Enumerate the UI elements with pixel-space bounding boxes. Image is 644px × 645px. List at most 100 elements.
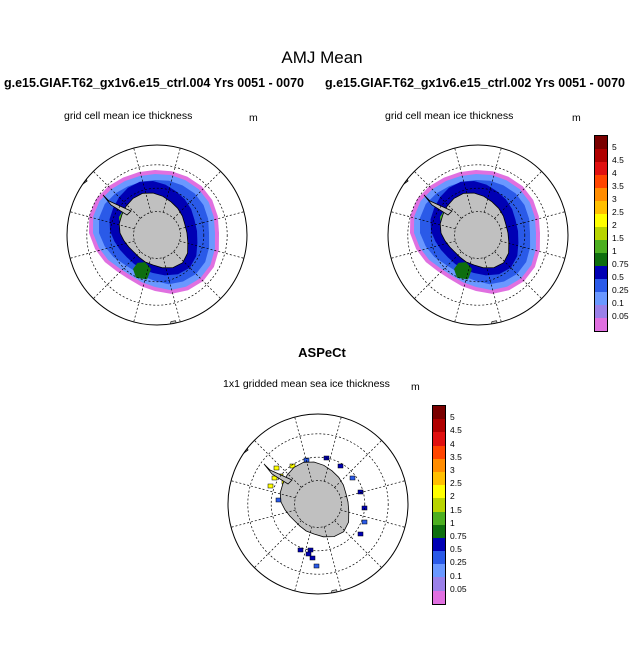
colorbar-swatch xyxy=(433,406,445,420)
latitude-circle xyxy=(270,456,366,552)
obs-ice-cell xyxy=(313,563,320,569)
panel-1-units: m xyxy=(249,112,258,124)
obs-ice-cell xyxy=(357,531,364,537)
colorbar-swatch xyxy=(595,253,607,266)
colorbar-tick-label: 3.5 xyxy=(612,181,624,191)
meridian-line xyxy=(179,211,245,230)
peninsula-land xyxy=(102,194,132,216)
meridian-line xyxy=(414,171,462,219)
meridian-line xyxy=(294,416,313,482)
meridian-line xyxy=(173,251,221,299)
colorbar-swatch xyxy=(433,498,445,512)
meridian-line xyxy=(340,480,406,499)
colorbar-tick-label: 1 xyxy=(450,517,455,528)
map-border xyxy=(227,413,409,595)
obs-ice-cell xyxy=(361,519,368,525)
south-america-land xyxy=(228,437,249,457)
colorbar-swatch xyxy=(595,175,607,188)
latitude-circle xyxy=(407,164,549,306)
colorbar-tick-label: 4 xyxy=(612,168,617,178)
obs-panel-units: m xyxy=(411,381,420,393)
right-run-title: g.e15.GIAF.T62_gx1v6.e15_ctrl.002 Yrs 00… xyxy=(325,76,625,90)
obs-ice-cell xyxy=(349,475,356,481)
colorbar-swatch xyxy=(595,240,607,253)
peninsula-land xyxy=(423,194,453,216)
meridian-line xyxy=(69,211,135,230)
meridian-line xyxy=(230,509,296,528)
meridian-line xyxy=(93,171,141,219)
colorbar-swatch xyxy=(595,162,607,175)
colorbar-swatch xyxy=(595,149,607,162)
peninsula-land xyxy=(263,463,293,485)
meridian-line xyxy=(323,526,342,592)
meridian-line xyxy=(454,147,473,213)
colorbar-swatch xyxy=(433,551,445,565)
colorbar-tick-label: 2.5 xyxy=(612,207,624,217)
meridian-line xyxy=(390,211,456,230)
antarctica-land xyxy=(439,192,510,269)
map-content xyxy=(388,147,566,325)
meridian-line xyxy=(162,147,181,213)
latitude-circle xyxy=(247,433,389,575)
colorbar-tick-label: 0.25 xyxy=(612,285,629,295)
latitude-circle xyxy=(86,164,228,306)
colorbar-tick-label: 3 xyxy=(612,194,617,204)
latitude-circle xyxy=(454,211,502,259)
ross-green xyxy=(133,262,151,280)
colorbar-tick-label: 1.5 xyxy=(612,233,624,243)
meridian-line xyxy=(494,171,542,219)
colorbar-swatch xyxy=(595,201,607,214)
colorbar-tick-label: 0.5 xyxy=(450,544,462,555)
obs-panel-label: 1x1 gridded mean sea ice thickness xyxy=(223,378,390,390)
obs-panel-title: ASPeCt xyxy=(298,345,346,360)
meridian-line xyxy=(133,257,152,323)
model-map-1 xyxy=(66,144,248,326)
meridian-line xyxy=(69,240,135,259)
obs-ice-cell xyxy=(289,463,296,469)
meridian-line xyxy=(340,509,406,528)
colorbar-swatch xyxy=(433,590,445,604)
obs-ice-cell xyxy=(275,497,282,503)
map-border xyxy=(387,144,569,326)
colorbar-tick-label: 0.75 xyxy=(450,531,467,541)
colorbar-bottom xyxy=(432,405,446,605)
colorbar-swatch xyxy=(595,318,607,331)
latitude-circle xyxy=(133,211,181,259)
colorbar-swatch xyxy=(433,577,445,591)
meridian-line xyxy=(254,520,302,568)
colorbar-tick-label: 0.75 xyxy=(612,259,629,269)
meridian-line xyxy=(334,440,382,488)
colorbar-tick-label: 1.5 xyxy=(450,504,462,515)
meridian-line xyxy=(500,240,566,259)
colorbar-tick-label: 1 xyxy=(612,246,617,256)
colorbar-swatch xyxy=(595,227,607,240)
obs-ice-cell xyxy=(297,547,304,553)
colorbar-tick-label: 5 xyxy=(612,142,617,152)
meridian-line xyxy=(390,240,456,259)
colorbar-tick-label: 5 xyxy=(450,412,455,423)
meridian-line xyxy=(93,251,141,299)
obs-ice-cell xyxy=(273,465,280,471)
colorbar-swatch xyxy=(433,564,445,578)
colorbar-swatch xyxy=(433,537,445,552)
meridian-line xyxy=(494,251,542,299)
meridian-line xyxy=(483,147,502,213)
obs-ice-cell xyxy=(337,463,344,469)
colorbar-swatch xyxy=(433,432,445,446)
panel-2-units: m xyxy=(572,112,581,124)
colorbar-tick-label: 3.5 xyxy=(450,451,462,462)
colorbar-swatch xyxy=(433,419,445,433)
colorbar-swatch xyxy=(595,136,607,149)
colorbar-top xyxy=(594,135,608,332)
latitude-circle xyxy=(430,187,526,283)
colorbar-tick-label: 0.25 xyxy=(450,557,467,568)
colorbar-swatch xyxy=(433,524,445,538)
left-run-title: g.e15.GIAF.T62_gx1v6.e15_ctrl.004 Yrs 00… xyxy=(4,76,304,90)
antarctica-land xyxy=(279,461,350,538)
meridian-line xyxy=(230,480,296,499)
colorbar-swatch xyxy=(595,214,607,227)
latitude-circle xyxy=(294,480,342,528)
meridian-line xyxy=(162,257,181,323)
colorbar-swatch xyxy=(433,471,445,486)
map-content xyxy=(67,147,245,325)
